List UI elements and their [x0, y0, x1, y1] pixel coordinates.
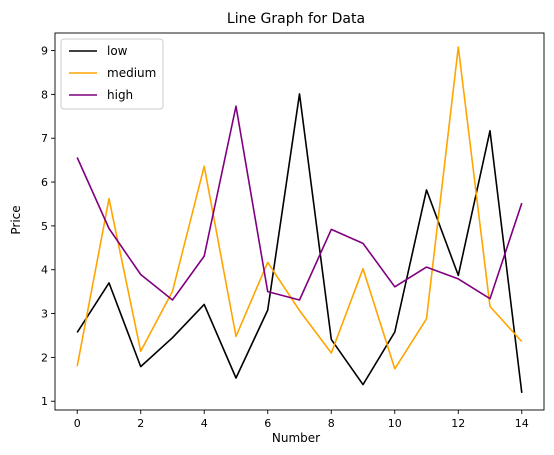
series-line-high — [76, 105, 523, 301]
y-tick-label: 2 — [41, 351, 48, 364]
x-axis-label: Number — [272, 431, 320, 445]
legend-box — [60, 38, 164, 110]
y-axis: 1 2 3 4 5 6 7 8 9 — [41, 45, 55, 408]
axes-frame — [54, 32, 545, 411]
x-tick-label: 8 — [328, 417, 335, 430]
y-tick-label: 8 — [41, 88, 48, 101]
legend-label-high: high — [107, 88, 133, 102]
series-line-low — [76, 93, 523, 393]
legend-label-medium: medium — [107, 66, 156, 80]
x-axis: 0 2 4 6 8 10 12 14 — [74, 410, 529, 430]
y-tick-label: 1 — [41, 395, 48, 408]
y-axis-label: Price — [9, 205, 23, 234]
x-tick-label: 14 — [515, 417, 529, 430]
y-tick-label: 3 — [41, 308, 48, 321]
x-tick-label: 6 — [264, 417, 271, 430]
y-tick-label: 5 — [41, 220, 48, 233]
x-tick-label: 12 — [451, 417, 465, 430]
plot-area — [54, 32, 545, 411]
legend: low medium high — [60, 38, 164, 110]
x-tick-label: 2 — [137, 417, 144, 430]
y-tick-label: 4 — [41, 264, 48, 277]
y-tick-label: 9 — [41, 45, 48, 58]
y-tick-label: 7 — [41, 132, 48, 145]
series-line-medium — [76, 46, 523, 370]
x-tick-label: 0 — [74, 417, 81, 430]
chart-title: Line Graph for Data — [227, 11, 365, 27]
x-tick-label: 10 — [388, 417, 402, 430]
x-tick-label: 4 — [201, 417, 208, 430]
y-tick-label: 6 — [41, 176, 48, 189]
legend-label-low: low — [107, 44, 128, 58]
